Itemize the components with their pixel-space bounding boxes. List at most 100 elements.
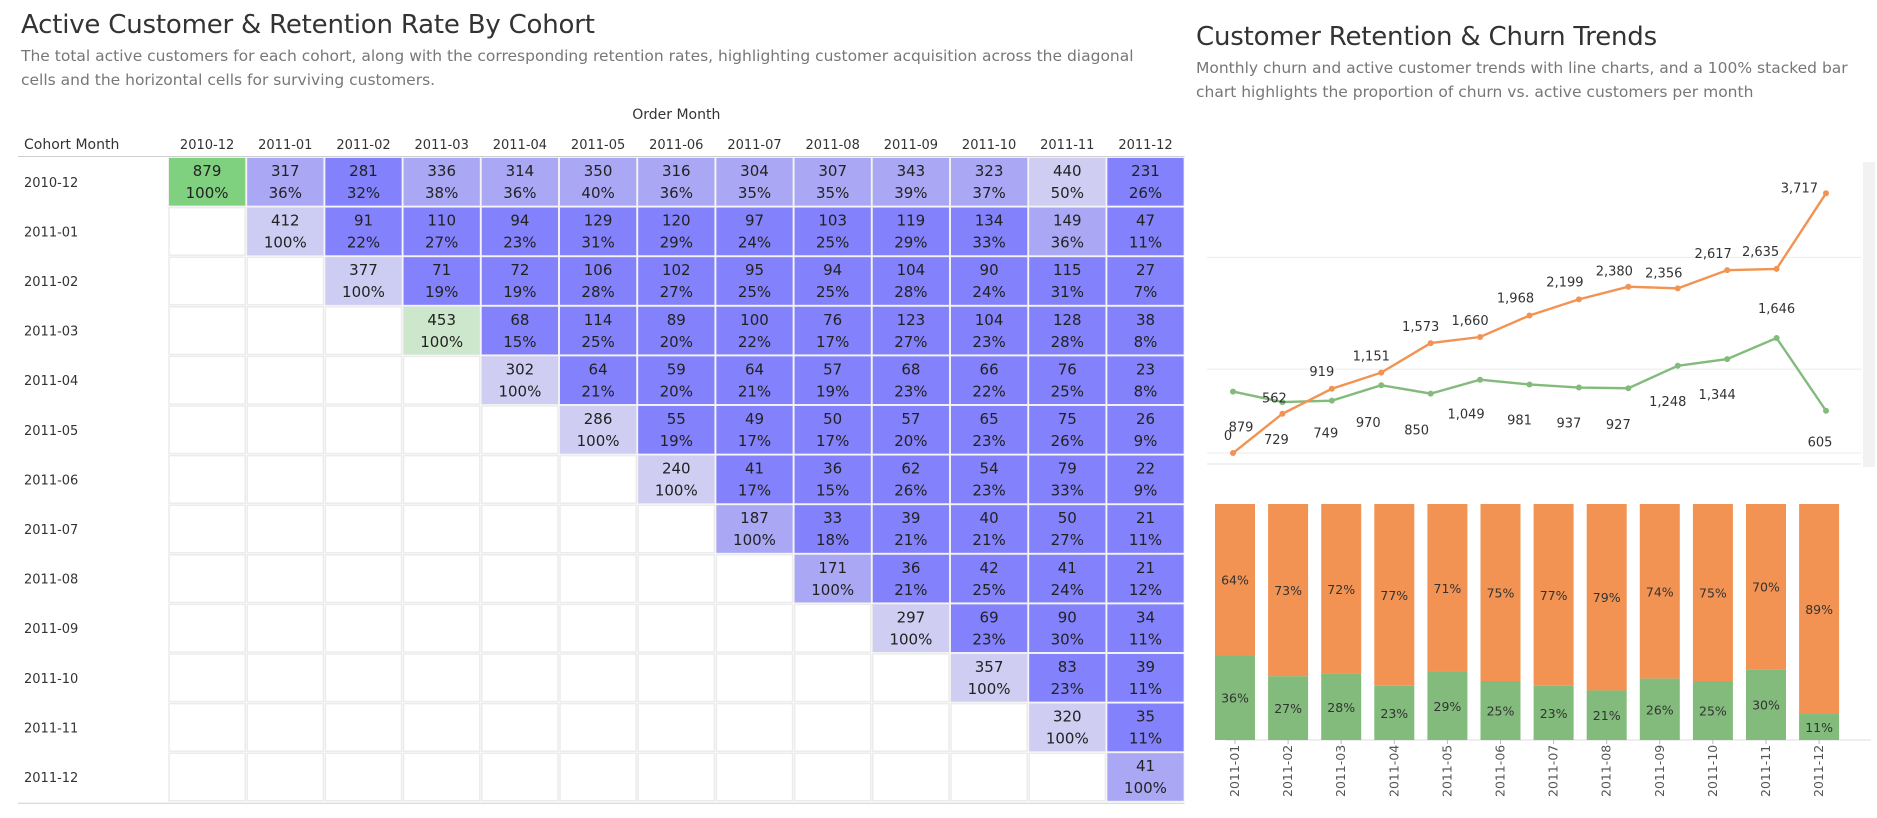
cell-count: 357 <box>975 658 1004 676</box>
cell-count: 120 <box>662 212 691 230</box>
empty-cell <box>246 504 325 554</box>
churn-bar <box>1215 504 1255 656</box>
column-header: 2011-04 <box>493 138 547 153</box>
heatmap-cell <box>794 207 871 256</box>
empty-cell <box>324 653 403 703</box>
cohort-row-label: 2010-12 <box>24 176 78 191</box>
cell-count: 123 <box>897 311 926 329</box>
active-percent-label: 27% <box>1274 701 1302 716</box>
cell-count: 453 <box>427 311 456 329</box>
cell-count: 286 <box>584 410 613 428</box>
cell-rate: 9% <box>1134 432 1158 450</box>
cell-rate: 24% <box>972 283 1005 301</box>
heatmap-cell <box>247 207 324 256</box>
empty-cell <box>793 702 872 752</box>
churn-point <box>1477 334 1484 341</box>
active-point <box>1427 390 1434 397</box>
heatmap-cell <box>481 356 558 404</box>
cell-rate: 100% <box>498 382 541 400</box>
churn-bar <box>1321 504 1362 674</box>
cell-rate: 23% <box>894 382 927 400</box>
active-bar <box>1268 676 1309 740</box>
active-bar <box>1799 714 1840 740</box>
active-point <box>1328 397 1335 404</box>
empty-cell <box>715 603 794 653</box>
cell-rate: 11% <box>1129 630 1162 648</box>
churn-bar <box>1746 504 1786 670</box>
cell-count: 21 <box>1136 509 1155 527</box>
cell-count: 317 <box>271 162 300 180</box>
cell-rate: 23% <box>972 630 1005 648</box>
cell-rate: 8% <box>1134 333 1158 351</box>
empty-cell <box>402 603 481 653</box>
cell-rate: 36% <box>660 184 693 202</box>
churn-value-label: 0 <box>1224 429 1232 444</box>
active-bar <box>1427 671 1468 740</box>
empty-cell <box>481 702 559 752</box>
churn-percent-label: 70% <box>1752 580 1780 595</box>
cell-count: 149 <box>1053 212 1082 230</box>
cell-rate: 22% <box>738 333 771 351</box>
cell-rate: 31% <box>1051 283 1084 301</box>
cell-count: 440 <box>1053 162 1082 180</box>
heatmap-cell <box>560 158 637 206</box>
empty-cell <box>950 752 1028 802</box>
cell-count: 64 <box>589 360 608 378</box>
heatmap-cell <box>1107 356 1184 404</box>
cell-rate: 17% <box>738 482 771 500</box>
cell-rate: 33% <box>972 234 1005 252</box>
active-percent-label: 23% <box>1540 706 1568 721</box>
cell-rate: 19% <box>660 432 693 450</box>
cell-rate: 28% <box>894 283 927 301</box>
bar-category-label: 2011-10 <box>1705 745 1720 797</box>
bar-category-label: 2011-01 <box>1227 745 1242 797</box>
cell-rate: 36% <box>1051 234 1084 252</box>
cell-rate: 35% <box>738 184 771 202</box>
cell-count: 94 <box>823 261 842 279</box>
empty-cell <box>168 306 246 356</box>
empty-cell <box>246 752 325 802</box>
cell-rate: 100% <box>577 432 620 450</box>
column-header: 2011-02 <box>336 138 390 153</box>
churn-bar <box>1639 504 1680 679</box>
heatmap-cell <box>560 406 637 454</box>
cell-count: 90 <box>1058 608 1077 626</box>
cell-rate: 32% <box>347 184 380 202</box>
heatmap-cell <box>169 158 246 206</box>
active-value-label: 1,344 <box>1699 388 1736 403</box>
cohort-chart-subtitle: The total active customers for each coho… <box>21 47 1134 89</box>
active-percent-label: 23% <box>1380 706 1408 721</box>
cell-count: 62 <box>901 460 920 478</box>
active-bar <box>1321 673 1362 740</box>
cell-count: 377 <box>349 261 378 279</box>
cell-count: 39 <box>901 509 920 527</box>
empty-cell <box>872 702 950 752</box>
cell-count: 21 <box>1136 559 1155 577</box>
churn-point <box>1526 312 1533 319</box>
heatmap-cell <box>560 356 637 404</box>
cell-count: 106 <box>584 261 613 279</box>
cell-rate: 100% <box>968 680 1011 698</box>
active-value-label: 1,646 <box>1758 302 1795 317</box>
cohort-month-label: Cohort Month <box>24 137 119 153</box>
active-percent-label: 30% <box>1752 698 1780 713</box>
churn-value-label: 2,635 <box>1742 245 1779 260</box>
column-header: 2011-10 <box>962 138 1016 153</box>
cell-rate: 100% <box>342 283 385 301</box>
active-percent-label: 21% <box>1593 708 1621 723</box>
active-point <box>1823 407 1829 414</box>
cohort-row-label: 2011-03 <box>24 325 78 340</box>
cell-rate: 21% <box>894 581 927 599</box>
cell-rate: 19% <box>816 382 849 400</box>
empty-cell <box>637 653 716 703</box>
cell-count: 115 <box>1053 261 1082 279</box>
heatmap-cell <box>951 654 1028 702</box>
cell-rate: 20% <box>660 333 693 351</box>
bar-category-label: 2011-05 <box>1439 745 1454 797</box>
cohort-row-label: 2011-05 <box>24 424 78 439</box>
cell-count: 316 <box>662 162 691 180</box>
empty-cell <box>715 554 794 604</box>
cell-count: 50 <box>823 410 842 428</box>
cell-count: 110 <box>427 212 456 230</box>
cell-rate: 26% <box>1051 432 1084 450</box>
